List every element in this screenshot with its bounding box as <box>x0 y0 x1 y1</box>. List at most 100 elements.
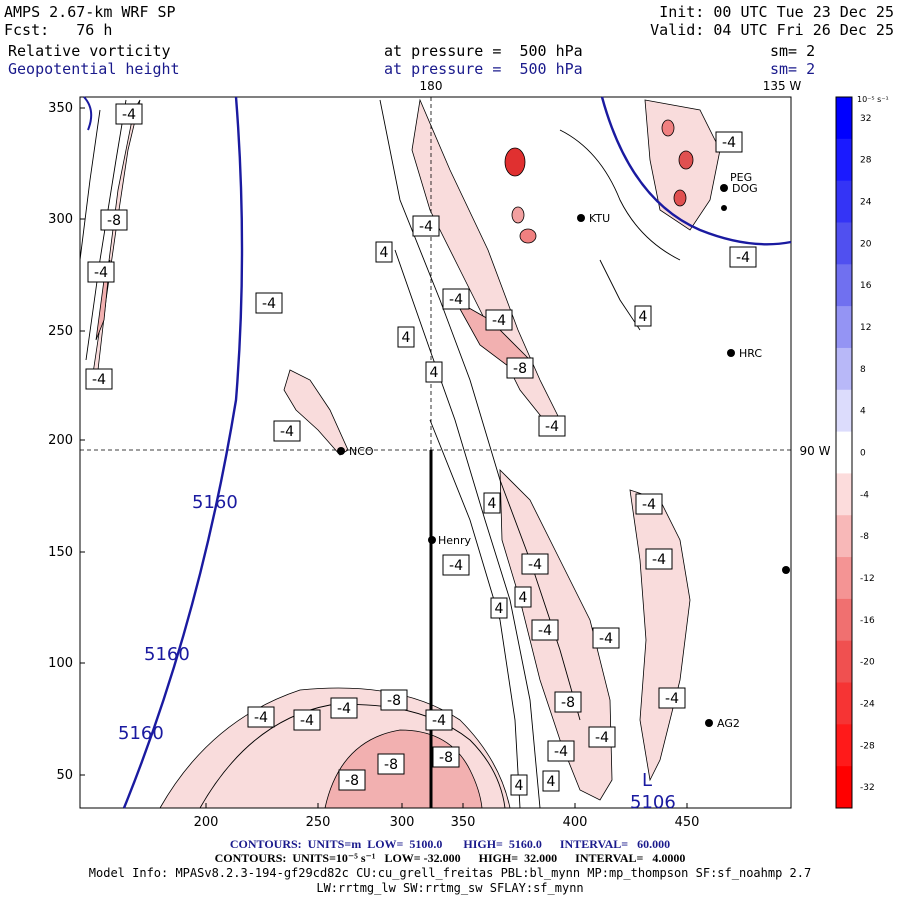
svg-text:4: 4 <box>488 496 497 512</box>
svg-text:200: 200 <box>194 815 219 830</box>
colorbar-unit: 10⁻⁵ s⁻¹ <box>857 95 889 104</box>
colorbar-frame <box>835 96 853 809</box>
svg-text:-8: -8 <box>107 213 121 229</box>
svg-text:200: 200 <box>48 433 73 448</box>
colorbar-swatch <box>836 557 852 600</box>
contour-label: -4 <box>87 261 115 283</box>
contour-label: 4 <box>490 597 508 619</box>
field1-smoothing: sm= 2 <box>770 42 816 60</box>
contour-label: -4 <box>658 687 686 709</box>
svg-text:4: 4 <box>402 330 411 346</box>
station-label: KTU <box>589 212 610 225</box>
contour-label: -8 <box>432 746 460 768</box>
svg-text:4: 4 <box>495 601 504 617</box>
model-physics: LW:rrtmg_lw SW:rrtmg_sw SFLAY:sf_mynn <box>316 881 584 895</box>
contour-label: -8 <box>506 357 534 379</box>
contour-label: 4 <box>425 361 443 383</box>
station-label: Henry <box>438 534 472 547</box>
height-contour-5160 <box>122 96 244 809</box>
svg-text:50: 50 <box>56 768 73 783</box>
height-label: 5160 <box>144 644 190 665</box>
svg-text:450: 450 <box>675 815 700 830</box>
plot-frame <box>79 96 792 809</box>
contour-label: -4 <box>715 131 743 153</box>
contour-label: -4 <box>255 292 283 314</box>
station-henry-marker <box>428 536 436 544</box>
svg-text:250: 250 <box>48 324 73 339</box>
svg-text:-4: -4 <box>92 372 106 388</box>
y-axis-labels: 50 100 150 200 250 300 350 <box>48 101 73 783</box>
station-label: DOG <box>732 182 758 195</box>
svg-text:400: 400 <box>563 815 588 830</box>
height-label: 5160 <box>192 492 238 513</box>
colorbar-label: -4 <box>860 490 869 500</box>
model-title: AMPS 2.67-km WRF SP <box>4 3 176 21</box>
station-label: PEG <box>730 171 752 184</box>
colorbar-label: 32 <box>860 114 871 124</box>
svg-text:-8: -8 <box>513 361 527 377</box>
station-nco-marker <box>337 447 345 455</box>
contour-label: -4 <box>442 554 470 576</box>
station-dog-marker <box>720 184 728 192</box>
height-contour-info: CONTOURS: UNITS=m LOW= 5100.0 HIGH= 5160… <box>229 837 671 851</box>
station-label: HRC <box>739 347 762 360</box>
meridian-90w-label: 90 W <box>800 444 831 458</box>
colorbar-swatch <box>836 473 852 516</box>
svg-text:-4: -4 <box>432 713 446 729</box>
meridian-180-label: 180 <box>420 79 443 93</box>
svg-text:-4: -4 <box>736 250 750 266</box>
svg-text:250: 250 <box>306 815 331 830</box>
contour-label: 4 <box>397 326 415 348</box>
station-east-marker <box>782 566 790 574</box>
svg-text:-4: -4 <box>419 219 433 235</box>
colorbar-label: -8 <box>860 532 869 542</box>
meridian-135w-label: 135 W <box>763 79 802 93</box>
contour-label: 4 <box>634 305 652 327</box>
colorbar-swatch <box>836 640 852 684</box>
colorbar-label: 0 <box>860 449 866 459</box>
colorbar-swatch <box>836 180 852 223</box>
contour-label: -4 <box>273 420 301 442</box>
svg-text:-4: -4 <box>652 552 666 568</box>
svg-text:-8: -8 <box>439 750 453 766</box>
svg-text:4: 4 <box>519 590 528 606</box>
colorbar-label: 20 <box>860 239 872 249</box>
contour-label: -4 <box>442 288 470 310</box>
colorbar-swatch <box>836 138 852 182</box>
contour-label: -8 <box>380 689 408 711</box>
contour-label: -8 <box>377 753 405 775</box>
colorbar-label: 24 <box>860 198 872 208</box>
colorbar-swatch <box>836 431 852 474</box>
colorbar-swatch <box>836 347 852 391</box>
svg-text:-4: -4 <box>554 744 568 760</box>
contour-label: 4 <box>542 770 560 792</box>
svg-text:-4: -4 <box>528 557 542 573</box>
colorbar-label: -20 <box>860 658 875 668</box>
colorbar-swatch <box>836 264 852 307</box>
vorticity-contours <box>79 99 681 809</box>
height-label: 5160 <box>118 723 164 744</box>
model-info: Model Info: MPASv8.2.3-194-gf29cd82c CU:… <box>88 866 812 880</box>
svg-text:-4: -4 <box>449 558 463 574</box>
contour-label: -4 <box>247 706 275 728</box>
colorbar-swatch <box>836 222 852 265</box>
svg-text:-4: -4 <box>545 419 559 435</box>
svg-text:-4: -4 <box>449 292 463 308</box>
valid-time: Valid: 04 UTC Fri 26 Dec 25 <box>650 21 894 39</box>
svg-text:-4: -4 <box>595 730 609 746</box>
vorticity-peaks <box>504 119 694 244</box>
vorticity-labels: -4 -8 -4 -4 -4 4 4 -4 -4 -8 -4 4 4 -4 -4… <box>85 103 757 796</box>
svg-text:-4: -4 <box>538 623 552 639</box>
low-marker: L <box>642 770 652 791</box>
contour-label: -4 <box>645 548 673 570</box>
contour-label: -4 <box>293 709 321 731</box>
station-label: NCO <box>349 445 374 458</box>
colorbar-swatch <box>836 389 852 433</box>
colorbar-label: -12 <box>860 574 875 584</box>
svg-text:300: 300 <box>48 212 73 227</box>
svg-text:100: 100 <box>48 656 73 671</box>
svg-text:4: 4 <box>430 365 439 381</box>
contour-label: -4 <box>588 726 616 748</box>
contour-label: -4 <box>531 619 559 641</box>
